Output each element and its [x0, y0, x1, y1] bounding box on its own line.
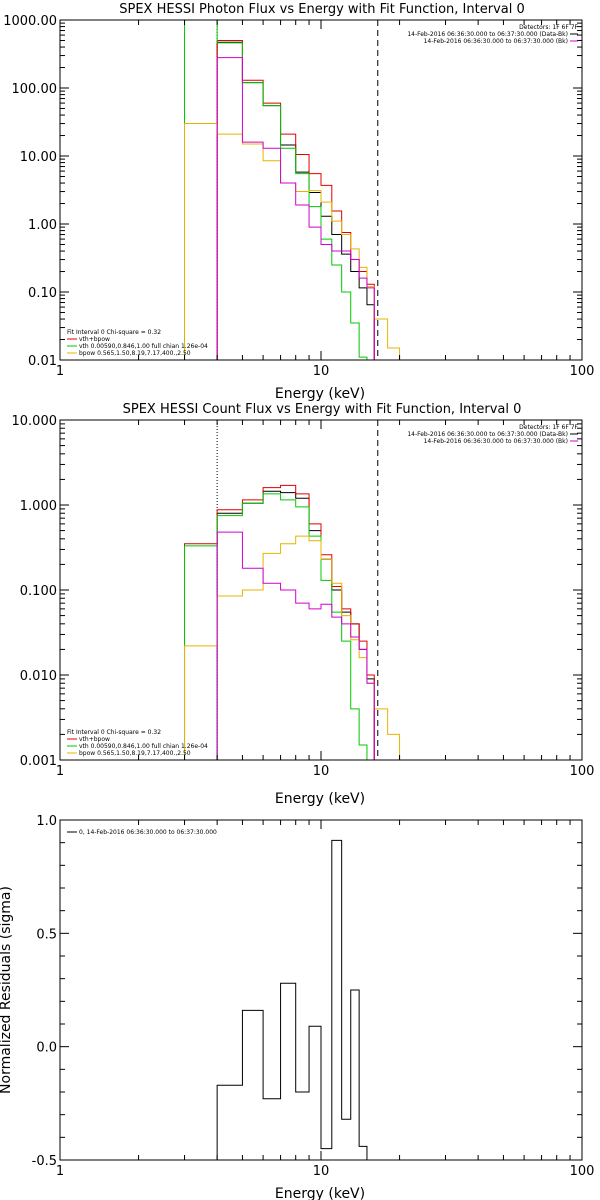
photon-legend-header: Fit Interval 0 Chi-square = 0.32 [67, 329, 161, 336]
count-x-tick-label: 100 [570, 764, 595, 779]
count-axis-ticks: 1 10 100 0.001 0.010 0.100 1.000 10.000 [12, 414, 595, 779]
photon-x-tick-label: 100 [570, 364, 595, 379]
residuals-y-tick-label: 1.0 [36, 814, 57, 829]
residuals-axis-ticks: 1 10 100 -0.5 0.0 0.5 1.0 [32, 814, 595, 1179]
count-series-vth-0-00590-0-846-1-00-full-ch [184, 493, 368, 760]
photon-y-tick-label: 0.01 [28, 354, 57, 369]
residuals-panel: 1 10 100 -0.5 0.0 0.5 1.0 0, 14-Feb-2016 06:36… [0, 814, 594, 1200]
residuals-y-tick-label: -0.5 [32, 1154, 57, 1169]
photon-y-tick-label: 1000.00 [3, 14, 57, 29]
photon-y-tick-label: 100.00 [12, 82, 58, 97]
count-detector-legend-entry: 14-Feb-2016 06:36:30.000 to 06:37:30.000… [407, 431, 568, 438]
count-plot-area [184, 420, 411, 761]
photon-axis-ticks: 1 10 100 0.01 0.10 1.00 10.00 100.00 1000.00 [3, 14, 594, 379]
residuals-x-axis-label: Energy (keV) [275, 1186, 365, 1200]
residuals-legend: 0, 14-Feb-2016 06:36:30.000 to 06:37:30.… [67, 829, 217, 836]
photon-x-tick-label: 10 [313, 364, 330, 379]
count-y-tick-label: 10.000 [12, 414, 58, 429]
photon-series-bpow-0-565-1-50-8-19-7-17-400- [184, 123, 401, 360]
photon-y-tick-label: 0.10 [28, 286, 57, 301]
count-detector-legend-entry: 14-Feb-2016 06:36:30.000 to 06:37:30.000… [424, 438, 568, 445]
residuals-y-axis-label: Normalized Residuals (sigma) [0, 886, 14, 1094]
residuals-x-tick-label: 100 [570, 1164, 595, 1179]
photon-flux-panel: SPEX HESSI Photon Flux vs Energy with Fi… [3, 2, 594, 402]
residuals-x-tick-label: 10 [313, 1164, 330, 1179]
photon-panel-title: SPEX HESSI Photon Flux vs Energy with Fi… [119, 2, 525, 17]
count-x-tick-label: 1 [56, 764, 64, 779]
count-y-tick-label: 1.000 [20, 499, 57, 514]
residuals-x-tick-label: 1 [56, 1164, 64, 1179]
photon-plot-area [184, 19, 401, 361]
photon-series-vth-0-00590-0-846-1-00-full-ch [184, 19, 375, 361]
count-legend-entry: vth 0.00590,0.846,1.00 full chian 1.26e-… [79, 743, 208, 750]
photon-series-background [216, 57, 375, 360]
photon-detector-legend-entry: 14-Feb-2016 06:36:30.000 to 06:37:30.000… [407, 31, 568, 38]
count-legend-entry: vth+bpow [79, 736, 110, 743]
photon-y-tick-label: 10.00 [20, 150, 57, 165]
photon-detector-legend-header: Detectors: 1F 6F 7F [519, 24, 578, 31]
photon-y-tick-label: 1.00 [28, 218, 57, 233]
residuals-y-tick-label: 0.5 [36, 927, 57, 942]
count-y-tick-label: 0.010 [20, 669, 57, 684]
residuals-y-tick-label: 0.0 [36, 1041, 57, 1056]
photon-plot-frame [59, 19, 583, 361]
count-y-tick-label: 0.001 [20, 754, 57, 769]
count-plot-frame [59, 419, 583, 761]
photon-legend-entry: vth 0.00590,0.846,1.00 full chian 1.26e-… [79, 343, 208, 350]
count-series-bpow-0-565-1-50-8-19-7-17-400- [184, 535, 411, 761]
residuals-series-0-14-feb-2016-06-36-30-000-to- [216, 839, 368, 1160]
count-fit-legend: Fit Interval 0 Chi-square = 0.32vth+bpow… [67, 729, 208, 757]
count-panel-title: SPEX HESSI Count Flux vs Energy with Fit… [123, 402, 522, 417]
photon-legend-entry: vth+bpow [79, 336, 110, 343]
count-series-vth-bpow [184, 484, 375, 760]
count-y-tick-label: 0.100 [20, 584, 57, 599]
count-flux-panel: SPEX HESSI Count Flux vs Energy with Fit… [12, 402, 595, 807]
count-x-tick-label: 10 [313, 764, 330, 779]
count-legend-header: Fit Interval 0 Chi-square = 0.32 [67, 729, 161, 736]
photon-x-tick-label: 1 [56, 364, 64, 379]
residuals-legend-entry: 0, 14-Feb-2016 06:36:30.000 to 06:37:30.… [79, 829, 217, 836]
photon-x-axis-label: Energy (keV) [275, 386, 365, 402]
photon-legend-entry: bpow 0.565,1.50,8.19,7.17,400.,2.50 [79, 350, 191, 357]
photon-detector-legend-entry: 14-Feb-2016 06:36:30.000 to 06:37:30.000… [424, 38, 568, 45]
count-series-background [216, 531, 375, 760]
count-x-axis-label: Energy (keV) [275, 791, 365, 807]
photon-fit-legend: Fit Interval 0 Chi-square = 0.32vth+bpow… [67, 329, 208, 357]
count-legend-entry: bpow 0.565,1.50,8.19,7.17,400.,2.50 [79, 750, 191, 757]
residuals-plot-area [216, 839, 368, 1160]
count-detector-legend-header: Detectors: 1F 6F 7F [519, 424, 578, 431]
